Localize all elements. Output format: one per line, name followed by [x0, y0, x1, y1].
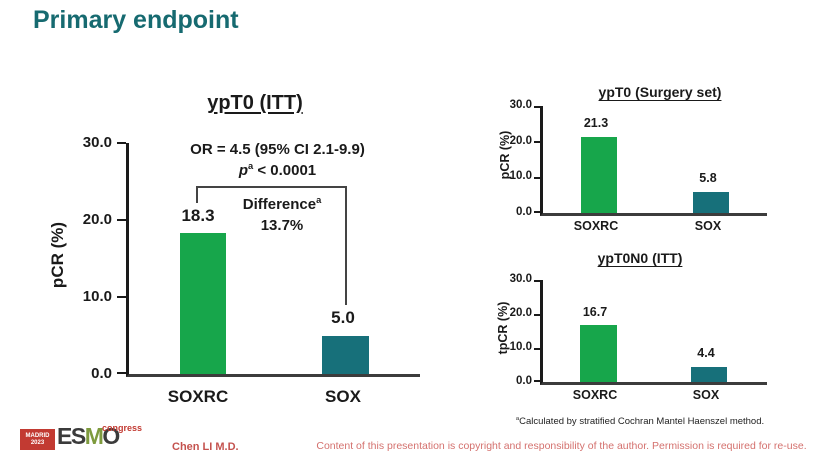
bracket-horizontal-line [196, 186, 347, 188]
main-tickmark-0 [117, 372, 126, 374]
logo-esmo-text: ESMO [57, 423, 120, 449]
surgery-ytick-10: 10.0 [509, 170, 532, 182]
main-tickmark-30 [117, 142, 126, 144]
ypt0n0-ytick-30: 30.0 [509, 273, 532, 285]
ypt0n0-tickmark-0 [534, 380, 540, 382]
surgery-bar-soxrc [581, 137, 617, 213]
surgery-tickmark-20 [534, 141, 540, 143]
ypt0n0-chart-title: ypT0N0 (ITT) [597, 250, 683, 266]
esmo-congress-logo: MADRID 2023 ESMO congress [20, 423, 150, 455]
p-superscript: a [248, 161, 254, 171]
difference-value: 13.7% [260, 217, 304, 234]
surgery-tickmark-10 [534, 177, 540, 179]
ypt0n0-tickmark-20 [534, 314, 540, 316]
surgery-y-axis-label: pCR (%) [498, 130, 512, 180]
ypt0n0-bar-soxrc [580, 325, 617, 382]
surgery-ytick-0: 0.0 [516, 206, 532, 218]
p-value-text: < 0.0001 [253, 162, 317, 179]
surgery-ytick-30: 30.0 [509, 99, 532, 111]
surgery-category-sox: SOX [694, 219, 722, 233]
surgery-category-soxrc: SOXRC [573, 219, 619, 233]
ypt0n0-category-soxrc: SOXRC [572, 388, 618, 402]
difference-annotation: Differencea 13.7% [213, 190, 351, 236]
copyright-notice: Content of this presentation is copyrigh… [316, 440, 807, 452]
surgery-tickmark-0 [534, 211, 540, 213]
ypt0n0-y-axis-label: tpCR (%) [496, 301, 510, 355]
main-bar-sox [322, 335, 369, 374]
footnote-text: Calculated by stratified Cochran Mantel … [519, 416, 765, 428]
surgery-value-soxrc: 21.3 [583, 116, 609, 130]
ypt0n0-category-sox: SOX [692, 388, 720, 402]
logo-city: MADRID [25, 433, 50, 439]
footnote-marker: a [515, 416, 520, 422]
page-title: Primary endpoint [33, 6, 239, 34]
ypt0n0-tickmark-30 [534, 280, 540, 282]
ypt0n0-tickmark-10 [534, 348, 540, 350]
main-category-soxrc: SOXRC [167, 387, 229, 406]
surgery-value-sox: 5.8 [699, 171, 717, 185]
surgery-tickmark-30 [534, 106, 540, 108]
ypt0n0-ytick-20: 20.0 [509, 307, 532, 319]
main-ytick-0: 0.0 [91, 365, 112, 382]
main-bar-soxrc [180, 233, 226, 374]
main-ytick-30: 30.0 [82, 134, 112, 151]
surgery-chart-title: ypT0 (Surgery set) [598, 84, 722, 100]
ypt0n0-bar-sox [691, 367, 727, 382]
main-value-soxrc: 18.3 [181, 206, 215, 225]
ypt0n0-ytick-10: 10.0 [509, 341, 532, 353]
ypt0n0-value-sox: 4.4 [697, 346, 715, 360]
main-value-sox: 5.0 [331, 308, 355, 327]
footnote: aCalculated by stratified Cochran Mantel… [470, 416, 810, 427]
logo-madrid-badge: MADRID 2023 [20, 429, 55, 450]
ypt0n0-ytick-0: 0.0 [516, 375, 532, 387]
logo-year: 2023 [30, 440, 45, 446]
difference-label: Differencea [242, 195, 322, 213]
main-plot-area [126, 143, 420, 377]
surgery-bar-sox [693, 192, 729, 213]
surgery-plot-area [540, 106, 767, 216]
main-ytick-10: 10.0 [82, 288, 112, 305]
main-tickmark-20 [117, 219, 126, 221]
ypt0n0-value-soxrc: 16.7 [582, 305, 608, 319]
main-tickmark-10 [117, 296, 126, 298]
presenter-name: Chen LI M.D. [172, 441, 239, 453]
bracket-left-tick [196, 186, 198, 203]
main-chart-title: ypT0 (ITT) [207, 92, 303, 114]
ypt0n0-plot-area [540, 280, 767, 385]
bracket-right-line [345, 186, 347, 305]
surgery-ytick-20: 20.0 [509, 135, 532, 147]
main-ytick-20: 20.0 [82, 211, 112, 228]
odds-ratio-annotation: OR = 4.5 (95% CI 2.1-9.9) [190, 141, 365, 158]
main-category-sox: SOX [325, 387, 361, 406]
p-symbol: p [238, 162, 248, 179]
p-value-annotation: pa < 0.0001 [140, 161, 415, 179]
logo-congress-text: congress [102, 423, 143, 433]
